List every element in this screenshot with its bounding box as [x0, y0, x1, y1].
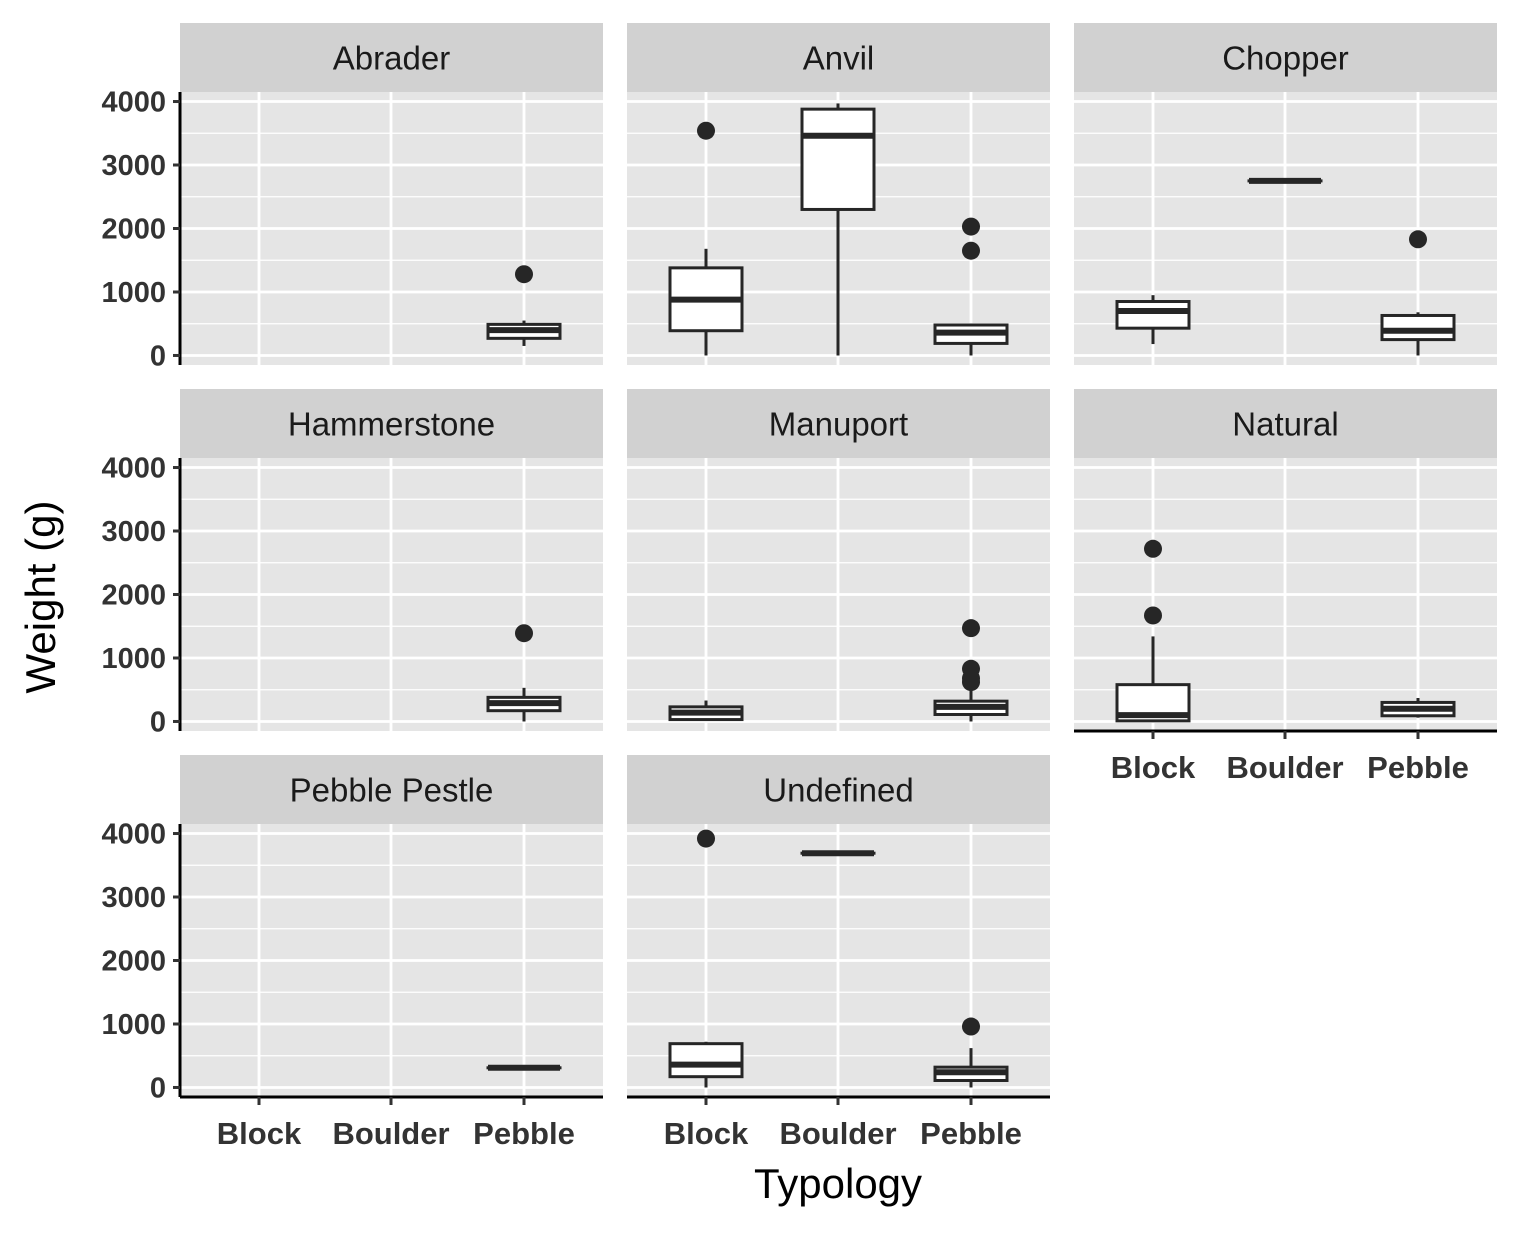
outlier-point — [962, 218, 980, 236]
y-tick-label: 1000 — [101, 643, 166, 675]
x-axis-title: Typology — [754, 1160, 922, 1207]
y-tick-label: 0 — [150, 706, 166, 738]
box-pebble — [1382, 698, 1454, 718]
facet-panel-chopper: Chopper — [1074, 23, 1497, 365]
outlier-point — [962, 619, 980, 637]
y-tick-label: 1000 — [101, 277, 166, 309]
x-tick-label: Block — [217, 1116, 302, 1151]
facet-strip-label: Hammerstone — [288, 406, 495, 443]
facet-strip-label: Abrader — [333, 40, 450, 77]
facet-panel-abrader: Abrader 0 1000 2000 3000 4000 — [101, 23, 603, 372]
outlier-point — [697, 122, 715, 140]
x-tick-label: Pebble — [920, 1116, 1022, 1151]
facet-panel-manuport: Manuport — [627, 389, 1050, 731]
facet-panel-hammerstone: Hammerstone 0 1000 2000 3000 4000 — [101, 389, 603, 738]
facet-strip-label: Natural — [1232, 406, 1338, 443]
facet-strip-label: Undefined — [763, 772, 913, 809]
x-tick-label: Block — [1111, 750, 1196, 785]
outlier-point — [962, 660, 980, 678]
y-tick-label: 3000 — [101, 150, 166, 182]
x-tick-label: Boulder — [332, 1116, 449, 1151]
facet-panels: Abrader 0 1000 2000 3000 4000 Anvil Chopper Hamm… — [101, 23, 1497, 1151]
y-tick-label: 3000 — [101, 516, 166, 548]
y-tick-label: 4000 — [101, 453, 166, 485]
facet-strip-label: Anvil — [803, 40, 875, 77]
outlier-point — [515, 265, 533, 283]
x-tick-label: Pebble — [473, 1116, 575, 1151]
facet-panel-anvil: Anvil — [627, 23, 1050, 365]
y-tick-label: 0 — [150, 1072, 166, 1104]
x-tick-label: Boulder — [1226, 750, 1343, 785]
outlier-point — [1144, 606, 1162, 624]
x-tick-label: Boulder — [779, 1116, 896, 1151]
facet-panel-natural: Natural Block Boulder Pebble — [1074, 389, 1497, 785]
box-iqr — [1382, 315, 1454, 339]
y-axis-title: Weight (g) — [17, 501, 64, 694]
x-tick-label: Block — [664, 1116, 749, 1151]
y-tick-label: 2000 — [101, 946, 166, 978]
y-tick-label: 4000 — [101, 87, 166, 119]
box-iqr — [1117, 302, 1189, 329]
outlier-point — [962, 242, 980, 260]
facet-panel-undefined: Undefined Block Boulder Pebble — [627, 755, 1050, 1151]
box-iqr — [802, 109, 874, 209]
y-tick-label: 2000 — [101, 580, 166, 612]
y-tick-label: 1000 — [101, 1009, 166, 1041]
y-tick-label: 3000 — [101, 882, 166, 914]
outlier-point — [1409, 230, 1427, 248]
facet-strip-label: Chopper — [1222, 40, 1349, 77]
y-tick-label: 2000 — [101, 214, 166, 246]
facet-strip-label: Manuport — [769, 406, 908, 443]
outlier-point — [1144, 540, 1162, 558]
outlier-point — [515, 624, 533, 642]
x-tick-label: Pebble — [1367, 750, 1469, 785]
outlier-point — [697, 830, 715, 848]
facet-panel-pebble-pestle: Pebble Pestle 0 1000 2000 3000 4000 Block Bould… — [101, 755, 603, 1151]
y-tick-label: 0 — [150, 340, 166, 372]
outlier-point — [962, 1018, 980, 1036]
box-iqr — [670, 1044, 742, 1077]
facet-strip-label: Pebble Pestle — [290, 772, 494, 809]
y-tick-label: 4000 — [101, 819, 166, 851]
